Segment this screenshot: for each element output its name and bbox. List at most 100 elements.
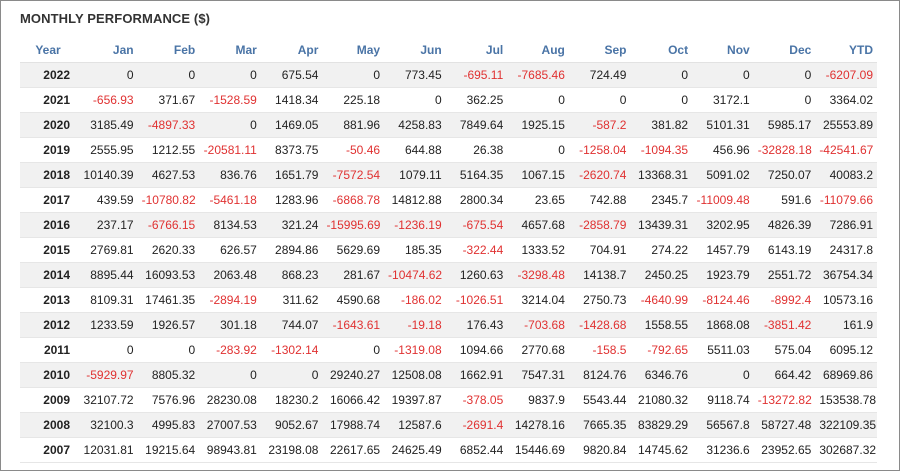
table-row: 2018 10140.39 4627.53 836.76 1651.79 -7572.54… [20, 162, 877, 188]
year-cell: 2017 [20, 187, 76, 213]
value-cell-may: 5629.69 [322, 237, 385, 263]
value-cell-oct: 21080.32 [630, 387, 693, 413]
year-cell: 2013 [20, 287, 76, 313]
value-cell-aug: 4657.68 [507, 212, 569, 238]
value-cell-mar: 836.76 [199, 162, 261, 188]
value-cell-jan: 1233.59 [76, 312, 138, 338]
value-cell-dec: 0 [753, 87, 816, 113]
value-cell-dec: -8992.4 [753, 287, 816, 313]
value-cell-mar: 0 [199, 112, 261, 138]
value-cell-nov: 3172.1 [692, 87, 754, 113]
value-cell-nov: -8124.46 [692, 287, 754, 313]
value-cell-may: 16066.42 [322, 387, 385, 413]
table-row: 2007 12031.81 19215.64 98943.81 23198.08 2261… [20, 437, 877, 463]
value-cell-jan: 12031.81 [76, 437, 138, 463]
value-cell-jan: 0 [76, 337, 138, 363]
value-cell-dec: 6143.19 [753, 237, 816, 263]
value-cell-ytd: 40083.2 [815, 162, 877, 188]
column-header-jul: Jul [445, 37, 508, 63]
value-cell-ytd: 153538.78 [815, 387, 877, 413]
value-cell-feb: -10780.82 [137, 187, 200, 213]
value-cell-oct: -4640.99 [630, 287, 693, 313]
value-cell-oct: 2450.25 [630, 262, 693, 288]
value-cell-ytd: 24317.8 [815, 237, 877, 263]
panel-title: MONTHLY PERFORMANCE ($) [20, 11, 211, 26]
value-cell-sep: -587.2 [568, 112, 631, 138]
value-cell-apr: 675.54 [260, 62, 323, 88]
value-cell-mar: 27007.53 [199, 412, 261, 438]
value-cell-mar: 0 [199, 362, 261, 388]
value-cell-sep: -2620.74 [568, 162, 631, 188]
value-cell-nov: 3202.95 [692, 212, 754, 238]
value-cell-aug: 1067.15 [507, 162, 569, 188]
value-cell-may: 0 [322, 337, 385, 363]
value-cell-ytd: 161.9 [815, 312, 877, 338]
value-cell-may: -1643.61 [322, 312, 385, 338]
table-row: 2017 439.59 -10780.82 -5461.18 1283.96 -6868.… [20, 187, 877, 213]
value-cell-sep: 0 [568, 87, 631, 113]
value-cell-apr: 1469.05 [260, 112, 323, 138]
value-cell-sep: -2858.79 [568, 212, 631, 238]
value-cell-aug: -7685.46 [507, 62, 569, 88]
value-cell-oct: 83829.29 [630, 412, 693, 438]
value-cell-may: 29240.27 [322, 362, 385, 388]
value-cell-nov: 5101.31 [692, 112, 754, 138]
value-cell-jan: 0 [76, 62, 138, 88]
value-cell-jun: -186.02 [384, 287, 446, 313]
value-cell-mar: 0 [199, 62, 261, 88]
value-cell-sep: -1428.68 [568, 312, 631, 338]
value-cell-dec: 2551.72 [753, 262, 816, 288]
value-cell-oct: 0 [630, 87, 693, 113]
value-cell-apr: 9052.67 [260, 412, 323, 438]
year-cell: 2015 [20, 237, 76, 263]
value-cell-apr: 18230.2 [260, 387, 323, 413]
value-cell-dec: 575.04 [753, 337, 816, 363]
value-cell-oct: 2345.7 [630, 187, 693, 213]
value-cell-may: -15995.69 [322, 212, 385, 238]
monthly-performance-table: Year Jan Feb Mar Apr May Jun Jul Aug Sep Oct Nov Dec… [20, 37, 877, 463]
table-row: 2022 0 0 0 675.54 0 773.45 -695.11 -7685.46 724.4… [20, 62, 877, 88]
value-cell-jan: 439.59 [76, 187, 138, 213]
value-cell-jul: 1094.66 [445, 337, 508, 363]
value-cell-jan: 3185.49 [76, 112, 138, 138]
value-cell-ytd: 36754.34 [815, 262, 877, 288]
value-cell-apr: 0 [260, 362, 323, 388]
value-cell-aug: 15446.69 [507, 437, 569, 463]
value-cell-feb: 8805.32 [137, 362, 200, 388]
value-cell-jul: -675.54 [445, 212, 508, 238]
value-cell-mar: 8134.53 [199, 212, 261, 238]
value-cell-dec: -32828.18 [753, 137, 816, 163]
value-cell-may: 0 [322, 62, 385, 88]
value-cell-nov: -11009.48 [692, 187, 754, 213]
value-cell-nov: 0 [692, 362, 754, 388]
value-cell-apr: 311.62 [260, 287, 323, 313]
value-cell-dec: 5985.17 [753, 112, 816, 138]
value-cell-ytd: 7286.91 [815, 212, 877, 238]
value-cell-mar: 28230.08 [199, 387, 261, 413]
value-cell-jul: 5164.35 [445, 162, 508, 188]
value-cell-feb: 0 [137, 337, 200, 363]
column-header-aug: Aug [507, 37, 569, 63]
value-cell-feb: 0 [137, 62, 200, 88]
value-cell-nov: 31236.6 [692, 437, 754, 463]
value-cell-apr: 1651.79 [260, 162, 323, 188]
value-cell-mar: -1528.59 [199, 87, 261, 113]
table-row: 2009 32107.72 7576.96 28230.08 18230.2 16066.… [20, 387, 877, 413]
value-cell-oct: 14745.62 [630, 437, 693, 463]
table-row: 2016 237.17 -6766.15 8134.53 321.24 -15995.69… [20, 212, 877, 238]
value-cell-mar: -2894.19 [199, 287, 261, 313]
value-cell-sep: 9820.84 [568, 437, 631, 463]
value-cell-jul: -322.44 [445, 237, 508, 263]
value-cell-nov: 1457.79 [692, 237, 754, 263]
value-cell-oct: 13368.31 [630, 162, 693, 188]
value-cell-nov: 9118.74 [692, 387, 754, 413]
value-cell-aug: 0 [507, 87, 569, 113]
value-cell-sep: -158.5 [568, 337, 631, 363]
table-row: 2015 2769.81 2620.33 626.57 2894.86 5629.69 18… [20, 237, 877, 263]
value-cell-jun: 644.88 [384, 137, 446, 163]
value-cell-apr: 321.24 [260, 212, 323, 238]
value-cell-apr: 744.07 [260, 312, 323, 338]
value-cell-sep: 5543.44 [568, 387, 631, 413]
value-cell-apr: 8373.75 [260, 137, 323, 163]
column-header-apr: Apr [260, 37, 323, 63]
